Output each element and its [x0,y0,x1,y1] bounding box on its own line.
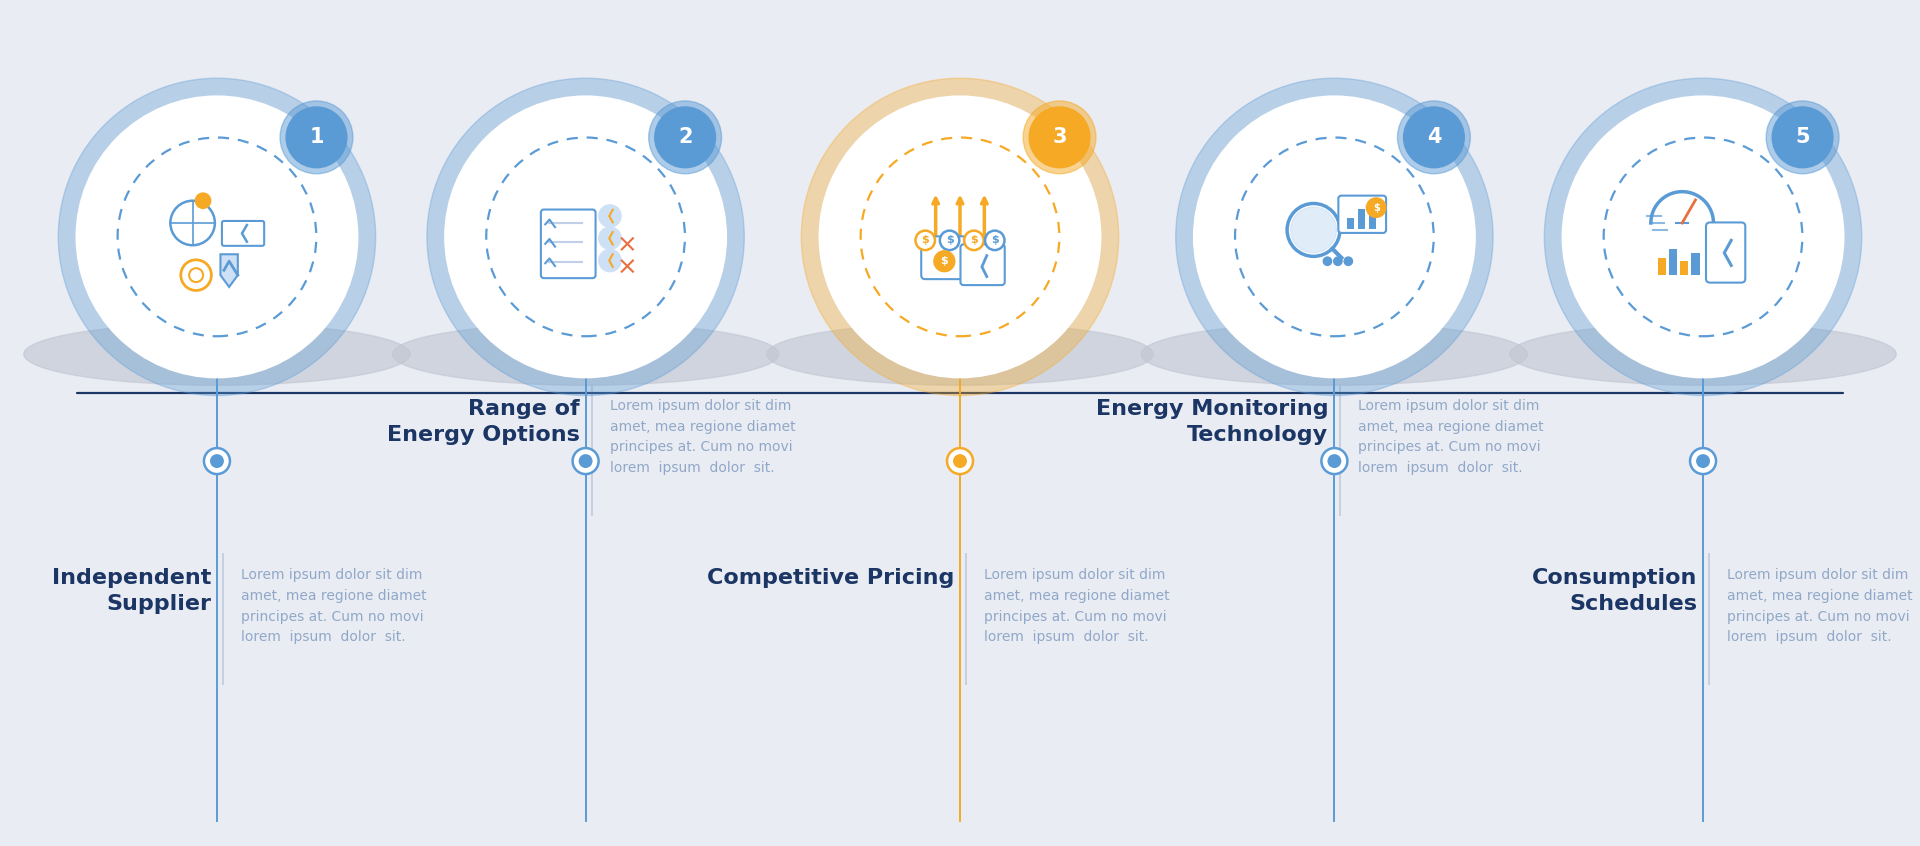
Circle shape [1029,107,1091,168]
Circle shape [964,231,983,250]
Circle shape [1329,455,1340,467]
Text: $: $ [941,256,948,266]
Circle shape [204,448,230,474]
Text: Lorem ipsum dolor sit dim
amet, mea regione diamet
principes at. Cum no movi
lor: Lorem ipsum dolor sit dim amet, mea regi… [609,399,795,475]
FancyBboxPatch shape [922,236,968,279]
Text: 4: 4 [1427,128,1442,147]
Circle shape [822,99,1098,375]
Circle shape [599,205,620,227]
Text: Energy Monitoring
Technology: Energy Monitoring Technology [1096,399,1329,445]
FancyBboxPatch shape [960,244,1004,285]
Circle shape [58,78,376,396]
Bar [1692,253,1699,275]
Circle shape [1367,198,1386,217]
Ellipse shape [392,323,780,385]
Circle shape [1323,257,1332,266]
Circle shape [1772,107,1834,168]
Text: Independent
Supplier: Independent Supplier [52,569,211,614]
FancyBboxPatch shape [1707,222,1745,283]
Circle shape [655,107,716,168]
Circle shape [572,448,599,474]
Text: $: $ [970,235,977,245]
Circle shape [580,455,591,467]
Text: $: $ [1373,203,1379,212]
Text: $: $ [991,235,998,245]
Circle shape [1321,448,1348,474]
Bar [1657,258,1667,275]
Ellipse shape [1140,323,1528,385]
FancyBboxPatch shape [223,221,265,246]
Ellipse shape [766,323,1154,385]
Circle shape [939,231,960,250]
Bar [1348,218,1354,228]
Text: 1: 1 [309,128,324,147]
Circle shape [286,107,348,168]
Text: 2: 2 [678,128,693,147]
Circle shape [1175,78,1494,396]
Circle shape [954,455,966,467]
Circle shape [599,250,620,272]
Text: Lorem ipsum dolor sit dim
amet, mea regione diamet
principes at. Cum no movi
lor: Lorem ipsum dolor sit dim amet, mea regi… [1357,399,1544,475]
Bar [1680,261,1688,275]
Circle shape [947,448,973,474]
Circle shape [196,193,211,208]
Circle shape [1565,99,1841,375]
Text: Range of
Energy Options: Range of Energy Options [386,399,580,445]
Text: 5: 5 [1795,128,1811,147]
Circle shape [280,101,353,173]
Circle shape [1690,448,1716,474]
Circle shape [599,227,620,250]
Text: Lorem ipsum dolor sit dim
amet, mea regione diamet
principes at. Cum no movi
lor: Lorem ipsum dolor sit dim amet, mea regi… [1728,569,1912,644]
Circle shape [79,99,355,375]
Circle shape [1404,107,1465,168]
Circle shape [1344,257,1352,266]
Circle shape [985,231,1004,250]
FancyBboxPatch shape [541,210,595,278]
Ellipse shape [23,323,411,385]
Circle shape [1290,207,1336,253]
Circle shape [1023,101,1096,173]
Circle shape [447,99,724,375]
Circle shape [933,250,954,272]
Circle shape [1766,101,1839,173]
Circle shape [1334,257,1342,266]
Polygon shape [221,255,238,287]
Text: Lorem ipsum dolor sit dim
amet, mea regione diamet
principes at. Cum no movi
lor: Lorem ipsum dolor sit dim amet, mea regi… [983,569,1169,644]
Text: Lorem ipsum dolor sit dim
amet, mea regione diamet
principes at. Cum no movi
lor: Lorem ipsum dolor sit dim amet, mea regi… [242,569,426,644]
Text: Competitive Pricing: Competitive Pricing [707,569,954,588]
Bar [1668,249,1678,275]
Text: $: $ [947,235,954,245]
FancyBboxPatch shape [1338,195,1386,233]
Circle shape [211,455,223,467]
Text: Consumption
Schedules: Consumption Schedules [1532,569,1697,614]
Circle shape [1196,99,1473,375]
Text: $: $ [922,235,929,245]
Circle shape [1697,455,1709,467]
Text: 3: 3 [1052,128,1068,147]
Circle shape [801,78,1119,396]
Circle shape [1544,78,1862,396]
Bar [1369,215,1377,228]
Bar [1357,209,1365,228]
Circle shape [916,231,935,250]
Ellipse shape [1509,323,1897,385]
Circle shape [649,101,722,173]
Circle shape [1398,101,1471,173]
Circle shape [426,78,745,396]
